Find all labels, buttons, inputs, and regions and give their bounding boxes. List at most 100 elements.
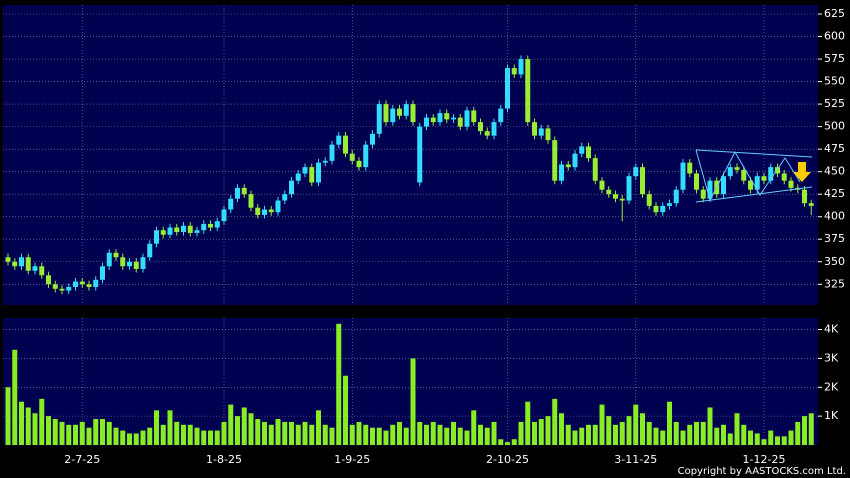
volume-bar [498,439,504,445]
candle-body [100,266,105,280]
y-tick-label: 375 [824,232,845,245]
volume-bar [397,421,402,445]
candle-body [282,194,288,201]
candle-body [302,167,308,174]
y-tick-label: 400 [824,210,845,223]
volume-bar [606,416,612,445]
y-tick-label: 500 [824,120,845,133]
volume-bar [795,421,801,445]
candle-body [255,207,261,215]
candle-body [700,189,706,199]
candle-body [309,167,315,183]
volume-bar [424,424,429,445]
candle-body [505,68,510,109]
candle-body [781,173,787,181]
volume-bar [241,407,247,445]
y-tick-label: 1K [824,409,839,422]
volume-bar [59,421,65,445]
volume-bar [133,433,139,445]
volume-bar [451,421,456,445]
volume-bar [343,375,348,445]
candle-body [39,266,45,276]
candle-body [626,176,632,201]
candle-body [275,200,281,213]
candle-body [154,230,159,244]
candle-body [586,146,591,159]
volume-bar [349,424,355,445]
candle-body [214,221,220,228]
volume-bar [79,421,85,445]
volume-bar [127,433,132,445]
copyright: Copyright by AASTOCKS.com Ltd. [678,466,846,477]
candle-body [457,117,463,127]
candle-body [464,110,470,127]
candle-body [86,284,92,287]
candle-body [289,180,294,195]
candle-body [25,257,31,271]
volume-bar [437,424,443,445]
volume-bar [565,424,571,445]
candle-body [79,281,85,285]
candle-body [640,167,645,195]
volume-bar [154,410,159,445]
volume-bar [25,407,31,445]
volume-bar [316,410,321,445]
candle-body [525,59,531,123]
volume-bar [626,416,632,445]
volume-bar [700,421,706,445]
candle-body [606,189,612,195]
volume-bar [46,416,51,445]
volume-bar [727,433,733,445]
candle-body [316,162,321,183]
volume-bar [653,427,659,445]
volume-bar [714,427,720,445]
candle-body [268,209,274,213]
volume-bar [19,401,24,445]
volume-bar [505,442,510,445]
candle-body [322,160,328,163]
candle-body [370,133,375,145]
volume-bar [248,413,254,445]
volume-bar [754,433,760,445]
candle-body [592,158,598,181]
volume-bar [646,421,652,445]
volume-bar [268,424,274,445]
candle-body [559,164,564,181]
candle-body [471,110,477,123]
candle-body [532,122,537,136]
volume-bar [322,424,328,445]
volume-bar [619,421,625,445]
volume-bar [214,430,220,445]
volume-bar [39,398,45,445]
volume-bar [336,323,342,445]
x-tick-label: 1-8-25 [206,453,242,466]
volume-bar [559,413,564,445]
candle-body [140,257,146,269]
volume-bar [289,421,294,445]
volume-bar [464,430,470,445]
volume-bar [167,410,173,445]
y-tick-label: 425 [824,187,845,200]
candle-body [73,281,78,287]
volume-bar [208,430,213,445]
candle-body [349,153,355,161]
volume-bar [376,427,382,445]
volume-bar [640,413,645,445]
candle-body [113,252,119,258]
candle-body [390,108,396,123]
candle-body [768,167,774,181]
candle-body [775,167,780,174]
volume-bar [802,416,807,445]
candle-body [187,225,193,233]
candle-body [235,187,240,199]
candle-body [241,187,247,195]
y-tick-label: 625 [824,7,845,20]
volume-bar [491,421,497,445]
volume-bar [417,421,423,445]
candle-body [680,162,686,190]
candle-body [565,164,571,168]
volume-bar [174,421,180,445]
candle-body [808,203,814,206]
volume-bar [329,427,335,445]
volume-bar [680,430,686,445]
